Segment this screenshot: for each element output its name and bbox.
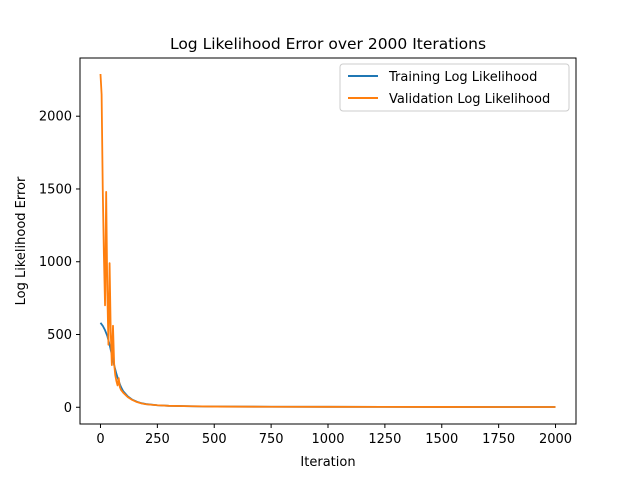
x-tick-label: 250: [145, 432, 170, 447]
y-tick-label: 2000: [39, 110, 72, 125]
x-tick-label: 1750: [482, 432, 515, 447]
legend-label-training: Training Log Likelihood: [388, 70, 537, 85]
x-tick-label: 750: [259, 432, 284, 447]
y-axis: 0 500 1000 1500 2000: [39, 110, 80, 416]
x-tick-label: 500: [202, 432, 227, 447]
x-axis-label: Iteration: [300, 455, 355, 470]
x-tick-label: 1250: [368, 432, 401, 447]
y-axis-label: Log Likelihood Error: [14, 176, 29, 305]
x-tick-label: 0: [96, 432, 104, 447]
legend: Training Log Likelihood Validation Log L…: [339, 63, 570, 112]
x-tick-label: 2000: [539, 432, 572, 447]
y-tick-label: 0: [64, 401, 72, 416]
y-tick-label: 1500: [39, 182, 72, 197]
y-tick-label: 500: [47, 328, 72, 343]
x-axis: 0 250 500 750 1000 1250 1500 1750 2000: [96, 424, 572, 447]
chart-title: Log Likelihood Error over 2000 Iteration…: [170, 35, 486, 53]
legend-label-validation: Validation Log Likelihood: [389, 92, 550, 107]
legend-box: [339, 63, 570, 112]
series-layer: [99, 73, 556, 408]
x-tick-label: 1000: [311, 432, 344, 447]
y-tick-label: 1000: [39, 255, 72, 270]
x-tick-label: 1500: [425, 432, 458, 447]
series-line-validation: [99, 73, 556, 408]
